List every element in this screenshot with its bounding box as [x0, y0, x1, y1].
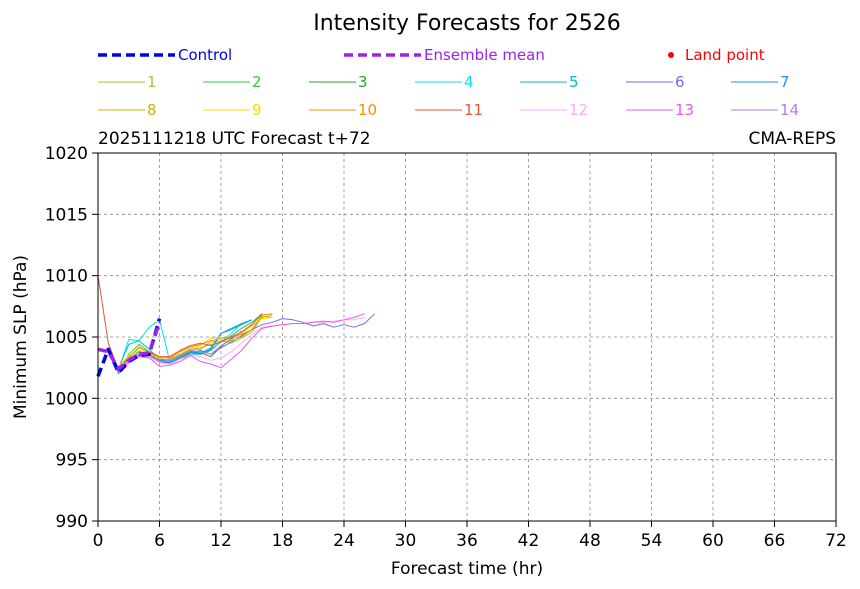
- x-tick-label: 18: [272, 531, 294, 551]
- series-line-9: [97, 316, 273, 367]
- x-tick-label: 48: [579, 531, 601, 551]
- x-tick-label: 24: [333, 531, 355, 551]
- series-line-control: [96, 318, 162, 377]
- legend-label-member-12: 12: [569, 101, 588, 119]
- legend-members: 1 2 3 4 5 6 78 9 10 11 12 13 14: [98, 73, 799, 119]
- legend-label-member-6: 6: [675, 73, 685, 91]
- legend-label-member-5: 5: [569, 73, 579, 91]
- legend-label-member-10: 10: [358, 101, 377, 119]
- series-line-3: [97, 313, 263, 370]
- legend-label-member-8: 8: [147, 101, 157, 119]
- y-tick-label: 1020: [45, 144, 88, 164]
- y-tick-label: 990: [56, 512, 88, 532]
- grid: [98, 153, 836, 521]
- legend-label-member-13: 13: [675, 101, 694, 119]
- x-axis-title: Forecast time (hr): [391, 559, 543, 579]
- series-layer: [96, 275, 376, 377]
- legend-label-member-2: 2: [252, 73, 262, 91]
- x-tick-label: 0: [93, 531, 104, 551]
- legend-label-member-1: 1: [147, 73, 157, 91]
- y-tick-label: 1010: [45, 267, 88, 287]
- y-tick-label: 1000: [45, 389, 88, 409]
- x-tick-label: 30: [395, 531, 417, 551]
- y-tick-label: 995: [56, 451, 88, 471]
- land-point-marker: [668, 52, 674, 58]
- y-ticks: 990 995 1000 1005 1010 1015 1020: [45, 144, 98, 532]
- legend-label-member-3: 3: [358, 73, 368, 91]
- x-tick-label: 72: [825, 531, 847, 551]
- forecast-time-label: 2025111218 UTC Forecast t+72: [98, 129, 371, 149]
- legend-label-member-9: 9: [252, 101, 262, 119]
- series-line-13: [97, 313, 365, 371]
- legend-label-member-11: 11: [464, 101, 483, 119]
- x-tick-label: 66: [764, 531, 786, 551]
- legend-label-member-7: 7: [780, 73, 790, 91]
- legend-label-ensemble-mean: Ensemble mean: [424, 46, 545, 64]
- legend-label-control: Control: [178, 46, 232, 64]
- x-tick-label: 42: [518, 531, 540, 551]
- legend-top: Control Ensemble mean Land point: [98, 46, 765, 64]
- legend-label-land-point: Land point: [685, 46, 765, 64]
- x-tick-label: 54: [641, 531, 663, 551]
- chart-title: Intensity Forecasts for 2526: [313, 11, 621, 36]
- legend-label-member-4: 4: [464, 73, 474, 91]
- y-tick-label: 1005: [45, 328, 88, 348]
- model-name-label: CMA-REPS: [748, 129, 836, 149]
- y-tick-label: 1015: [45, 205, 88, 225]
- series-line-ensemble-mean: [97, 321, 162, 371]
- x-ticks: 0 6 12 18 24 30 36 42 48 54 60 66 72: [93, 521, 847, 551]
- x-tick-label: 6: [154, 531, 165, 551]
- series-line-5: [97, 319, 252, 369]
- x-tick-label: 36: [456, 531, 478, 551]
- y-axis-title: Minimum SLP (hPa): [11, 255, 31, 419]
- x-tick-label: 60: [702, 531, 724, 551]
- x-tick-label: 12: [210, 531, 232, 551]
- legend-label-member-14: 14: [780, 101, 799, 119]
